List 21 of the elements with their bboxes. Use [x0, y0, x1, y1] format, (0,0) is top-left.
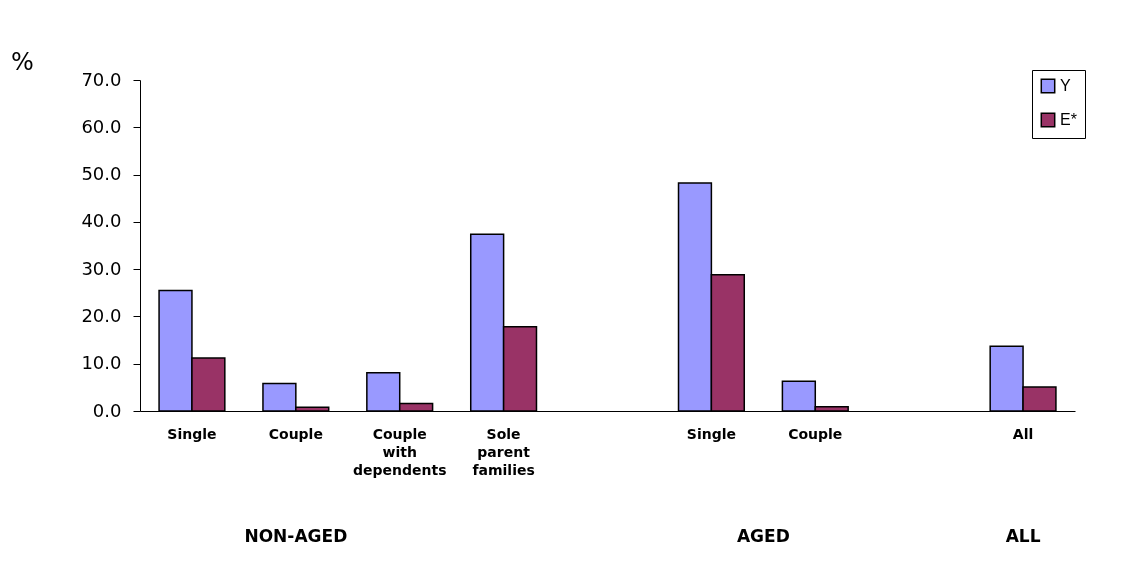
x-tick-label: All: [1012, 425, 1034, 442]
x-tick-label: Single: [686, 425, 736, 442]
y-tick-label: 50.0: [81, 163, 122, 185]
y-tick-label: 0.0: [92, 399, 122, 421]
y-tick-label: 10.0: [81, 352, 122, 374]
legend-label: E*: [1060, 111, 1077, 128]
y-axis-title: %: [11, 47, 34, 76]
text: ALL: [1005, 526, 1041, 546]
x-tick-label: Couple with dependents: [352, 425, 447, 478]
x-tick-label: Sole parent families: [472, 425, 535, 478]
y-tick-label: 20.0: [81, 304, 122, 326]
legend-label: Y: [1060, 77, 1071, 94]
y-tick-label: 40.0: [81, 210, 122, 232]
x-tick-label: Couple: [788, 425, 843, 442]
y-tick-label: 60.0: [81, 115, 122, 137]
text: NON-AGED: [244, 526, 348, 546]
x-tick-label: Single: [167, 425, 217, 442]
y-tick-label: 70.0: [81, 68, 122, 90]
text: AGED: [736, 526, 790, 546]
y-tick-label: 30.0: [81, 257, 122, 279]
x-tick-label: Couple: [268, 425, 323, 442]
